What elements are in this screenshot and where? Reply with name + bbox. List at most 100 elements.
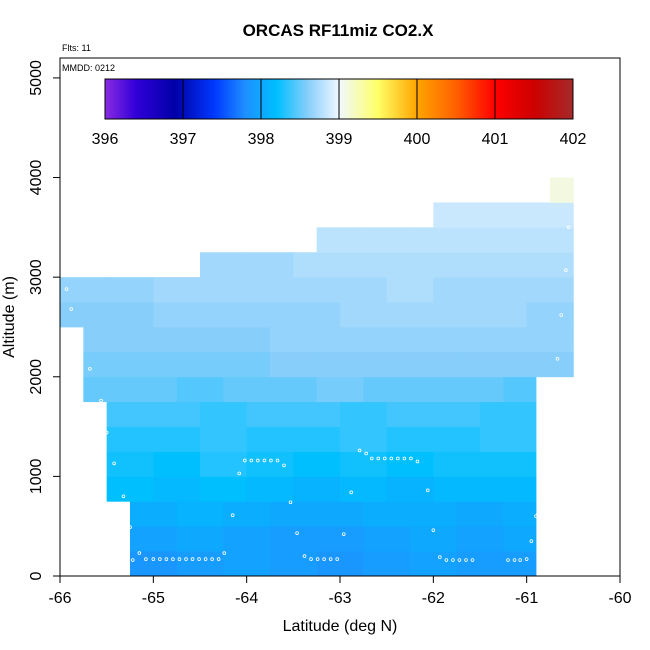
track-point bbox=[396, 456, 400, 461]
heatmap-cell bbox=[246, 252, 294, 278]
heatmap-cell bbox=[130, 526, 178, 552]
y-tick-label: 1000 bbox=[28, 458, 45, 494]
heatmap-cell bbox=[223, 526, 271, 552]
track-point bbox=[369, 456, 374, 461]
heatmap-cell bbox=[153, 401, 201, 427]
track-point bbox=[249, 458, 254, 463]
heatmap-cell bbox=[293, 426, 341, 452]
heatmap-cell bbox=[246, 451, 294, 477]
heatmap-cell bbox=[293, 277, 341, 303]
heatmap-cell bbox=[503, 526, 537, 552]
heatmap-cell bbox=[200, 401, 248, 427]
colorbar-tick-label: 400 bbox=[404, 131, 431, 148]
heatmap-cell bbox=[456, 501, 504, 527]
track-point bbox=[131, 558, 135, 562]
heatmap-cell bbox=[246, 401, 294, 427]
track-point bbox=[402, 456, 407, 461]
track-point bbox=[425, 488, 430, 493]
heatmap-cell bbox=[153, 426, 201, 452]
track-point bbox=[529, 539, 534, 543]
track-point bbox=[451, 558, 455, 562]
track-point bbox=[470, 558, 475, 562]
heatmap-cell bbox=[270, 526, 318, 552]
track-point bbox=[376, 456, 381, 461]
colorbar-tick-label: 397 bbox=[170, 131, 197, 148]
heatmap-cell bbox=[153, 476, 201, 502]
heatmap-cell bbox=[433, 302, 481, 328]
track-point bbox=[357, 448, 362, 453]
heatmap-cell bbox=[223, 501, 271, 527]
heatmap-cell bbox=[433, 202, 481, 228]
track-point bbox=[538, 486, 543, 491]
heatmap-cell bbox=[410, 227, 458, 253]
track-point bbox=[349, 490, 354, 495]
heatmap-cell bbox=[410, 326, 458, 353]
track-point bbox=[295, 531, 299, 535]
colorbar: 396 397 398 399 400 401 402 bbox=[92, 78, 587, 148]
heatmap-cell bbox=[386, 426, 434, 452]
track-point bbox=[64, 287, 69, 291]
track-point bbox=[550, 400, 554, 405]
heatmap-cell bbox=[433, 451, 481, 477]
heatmap-cell bbox=[410, 551, 458, 577]
y-tick-label: 5000 bbox=[28, 60, 45, 96]
heatmap-cell bbox=[340, 451, 388, 477]
heatmap-cell bbox=[363, 526, 411, 552]
heatmap-cell bbox=[526, 302, 574, 328]
track-point bbox=[341, 532, 346, 536]
heatmap-cell bbox=[526, 202, 574, 228]
track-point bbox=[512, 558, 517, 562]
track-point bbox=[137, 551, 142, 555]
heatmap-cell bbox=[60, 277, 108, 303]
track-point bbox=[282, 463, 286, 468]
heatmap-cell bbox=[386, 252, 434, 278]
heatmap-cell bbox=[316, 551, 364, 577]
heatmap-cell bbox=[480, 277, 528, 303]
heatmap-cell bbox=[293, 451, 341, 477]
heatmap-cell bbox=[386, 451, 434, 477]
track-point bbox=[112, 461, 116, 466]
x-tick-label: -63 bbox=[328, 590, 351, 607]
heatmap-cell bbox=[433, 401, 481, 427]
heatmap-cell bbox=[340, 252, 388, 278]
track-point bbox=[382, 456, 387, 461]
colorbar-tick-label: 398 bbox=[248, 131, 275, 148]
track-point bbox=[262, 458, 267, 463]
heatmap-cell bbox=[176, 351, 224, 378]
heatmap-cell bbox=[270, 501, 318, 527]
heatmap-cell bbox=[386, 302, 434, 328]
track-point bbox=[69, 307, 73, 311]
track-point bbox=[203, 557, 208, 561]
track-point bbox=[518, 558, 522, 562]
heatmap-cell bbox=[456, 376, 504, 403]
x-axis: -66 -65 -64 -63 -62 -61 -60 bbox=[48, 575, 632, 607]
x-tick-label: -65 bbox=[142, 590, 165, 607]
heatmap-cell bbox=[246, 476, 294, 502]
track-point bbox=[190, 557, 195, 561]
heatmap-cell bbox=[433, 252, 481, 278]
heatmap-cell bbox=[60, 302, 108, 328]
track-point bbox=[566, 225, 571, 230]
heatmap-cell bbox=[503, 326, 574, 353]
track-point bbox=[171, 557, 175, 561]
colorbar-tick-label: 402 bbox=[560, 131, 587, 148]
heatmap-cell bbox=[340, 476, 388, 502]
heatmap-cell bbox=[410, 351, 458, 378]
heatmap-cell bbox=[480, 476, 537, 502]
track-point bbox=[328, 557, 333, 561]
track-point bbox=[364, 451, 368, 456]
y-tick-label: 4000 bbox=[28, 160, 45, 196]
heatmap-cell bbox=[246, 277, 294, 303]
heatmap-cell bbox=[456, 326, 504, 353]
heatmap-cell bbox=[153, 451, 201, 477]
heatmap-cell bbox=[223, 351, 271, 378]
heatmap-cell bbox=[106, 302, 154, 328]
track-point bbox=[144, 557, 148, 561]
heatmap-cell bbox=[363, 227, 411, 253]
track-point bbox=[121, 494, 126, 499]
heatmap-cell bbox=[200, 426, 248, 452]
track-point bbox=[302, 554, 307, 558]
x-tick-label: -66 bbox=[48, 590, 71, 607]
heatmap-cell bbox=[526, 277, 574, 303]
